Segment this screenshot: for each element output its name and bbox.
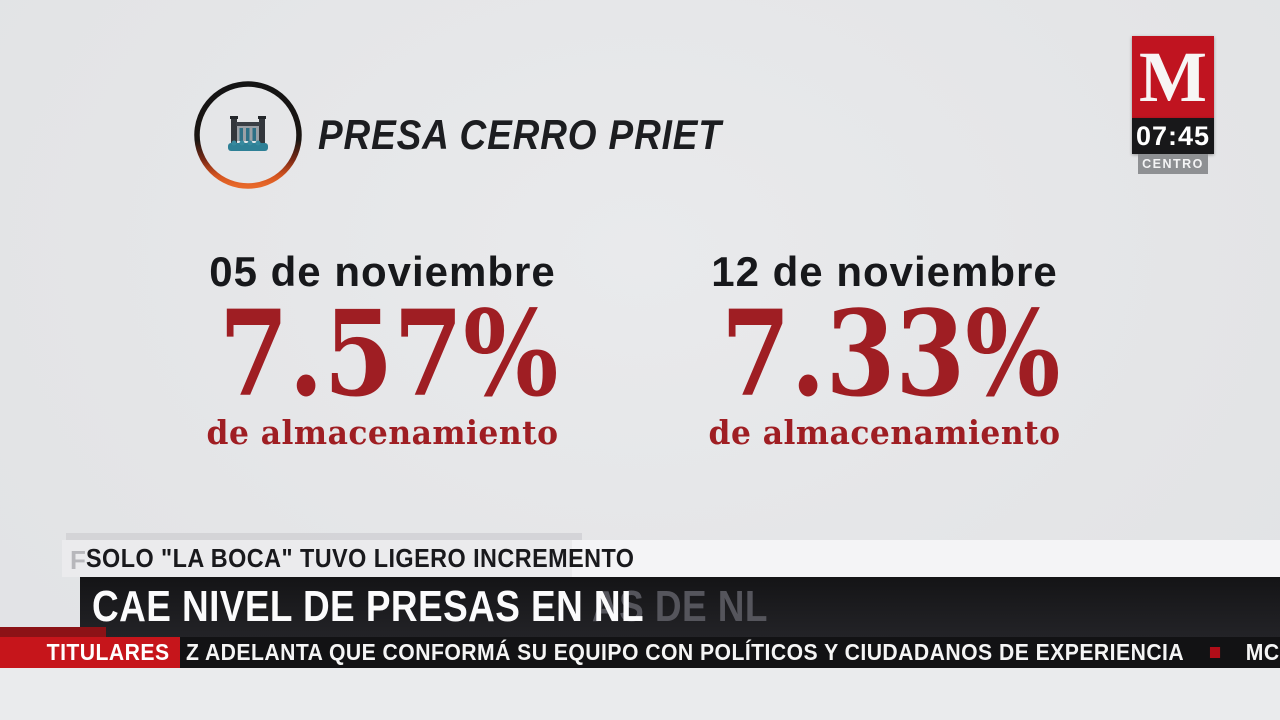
ticker-item: Z ADELANTA QUE CONFORMÁ SU EQUIPO CON PO… <box>186 639 1185 665</box>
storage-caption: de almacenamiento <box>206 413 559 452</box>
ticker-content: Z ADELANTA QUE CONFORMÁ SU EQUIPO CON PO… <box>180 637 1280 668</box>
channel-logo: M <box>1132 36 1214 118</box>
date-label: 05 de noviembre <box>209 248 556 295</box>
storage-percentage: 7.57% <box>218 284 559 423</box>
infographic-title: PRESA CERRO PRIET <box>318 111 722 158</box>
kicker-ghost-letter: F <box>70 545 86 575</box>
date-label: 12 de noviembre <box>711 248 1058 295</box>
headline-bar: AS DE NL CAE NIVEL DE PRESAS EN NL <box>80 577 1280 637</box>
region-badge: CENTRO <box>1138 154 1208 174</box>
storage-caption: de almacenamiento <box>708 413 1061 452</box>
storage-percentage: 7.33% <box>720 284 1061 423</box>
bottom-margin-strip <box>0 668 1280 720</box>
ticker-line: Z ADELANTA QUE CONFORMÁ SU EQUIPO CON PO… <box>186 639 1280 666</box>
kicker-bar: F SOLO "LA BOCA" TUVO LIGERO INCREMENTO <box>62 540 634 577</box>
ticker-transition-sliver <box>0 627 106 638</box>
clock-time: 07:45 <box>1135 120 1211 151</box>
headline-ghost-text: AS DE NL <box>592 582 768 631</box>
kicker-shadow <box>66 533 582 540</box>
headline-text: CAE NIVEL DE PRESAS EN NL <box>92 582 644 631</box>
ticker-label: TITULARES <box>47 639 170 665</box>
dam-icon-svg <box>194 81 302 189</box>
ticker-label-box: TITULARES <box>0 637 180 668</box>
column-05-nov: 05 de noviembre 7.57% de almacenamiento <box>190 248 575 452</box>
news-ticker: TITULARES Z ADELANTA QUE CONFORMÁ SU EQU… <box>0 637 1280 668</box>
region-label: CENTRO <box>1142 157 1204 171</box>
ticker-item: MC CIERRA REGIS <box>1245 639 1280 665</box>
ticker-separator-icon <box>1209 647 1221 658</box>
kicker-text: SOLO "LA BOCA" TUVO LIGERO INCREMENTO <box>86 543 635 573</box>
clock: 07:45 <box>1132 118 1214 154</box>
dam-icon <box>192 79 304 191</box>
column-12-nov: 12 de noviembre 7.33% de almacenamiento <box>692 248 1077 452</box>
channel-logo-letter: M <box>1139 37 1207 117</box>
